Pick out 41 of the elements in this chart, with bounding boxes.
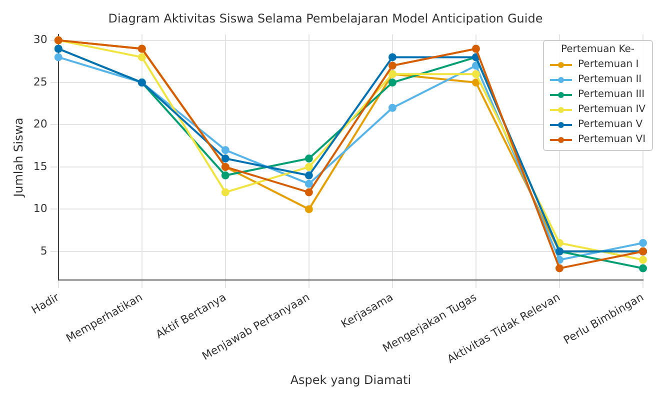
legend-label: Pertemuan II	[578, 74, 642, 86]
point	[555, 264, 564, 272]
y-tick-label: 10	[33, 202, 48, 216]
chart-title: Diagram Aktivitas Siswa Selama Pembelajaran Model Anticipation Guide	[108, 11, 543, 26]
legend-label: Pertemuan III	[578, 89, 645, 100]
point	[221, 171, 230, 180]
point	[388, 62, 396, 70]
point	[472, 78, 480, 87]
legend-label: Pertemuan IV	[578, 104, 646, 116]
point	[555, 238, 564, 247]
point	[304, 188, 313, 196]
point	[639, 264, 647, 272]
point	[388, 53, 396, 62]
point	[304, 162, 313, 171]
point	[221, 146, 230, 154]
point	[221, 188, 230, 196]
legend-label: Pertemuan VI	[578, 134, 646, 146]
point	[221, 154, 230, 163]
point	[639, 238, 647, 247]
y-tick-label: 30	[33, 33, 48, 46]
point	[304, 154, 313, 163]
point	[304, 205, 313, 214]
x-axis-title: Aspek yang Diamati	[290, 372, 412, 387]
point	[472, 44, 480, 53]
point	[472, 62, 480, 70]
y-tick-label: 5	[40, 244, 48, 258]
legend-label: Pertemuan V	[578, 119, 643, 130]
point	[388, 78, 396, 87]
point	[304, 171, 313, 180]
point	[304, 180, 313, 188]
legend-label: Pertemuan I	[578, 59, 639, 70]
point	[138, 53, 146, 62]
point	[639, 256, 647, 264]
y-tick-label: 15	[33, 160, 48, 173]
point	[472, 70, 480, 78]
y-axis-title: Jumlah Siswa	[11, 118, 26, 198]
point	[388, 104, 396, 112]
point	[54, 53, 62, 62]
y-tick-label: 25	[33, 75, 48, 88]
legend-title: Pertemuan Ke-	[560, 44, 636, 56]
y-tick-label: 20	[33, 118, 48, 131]
